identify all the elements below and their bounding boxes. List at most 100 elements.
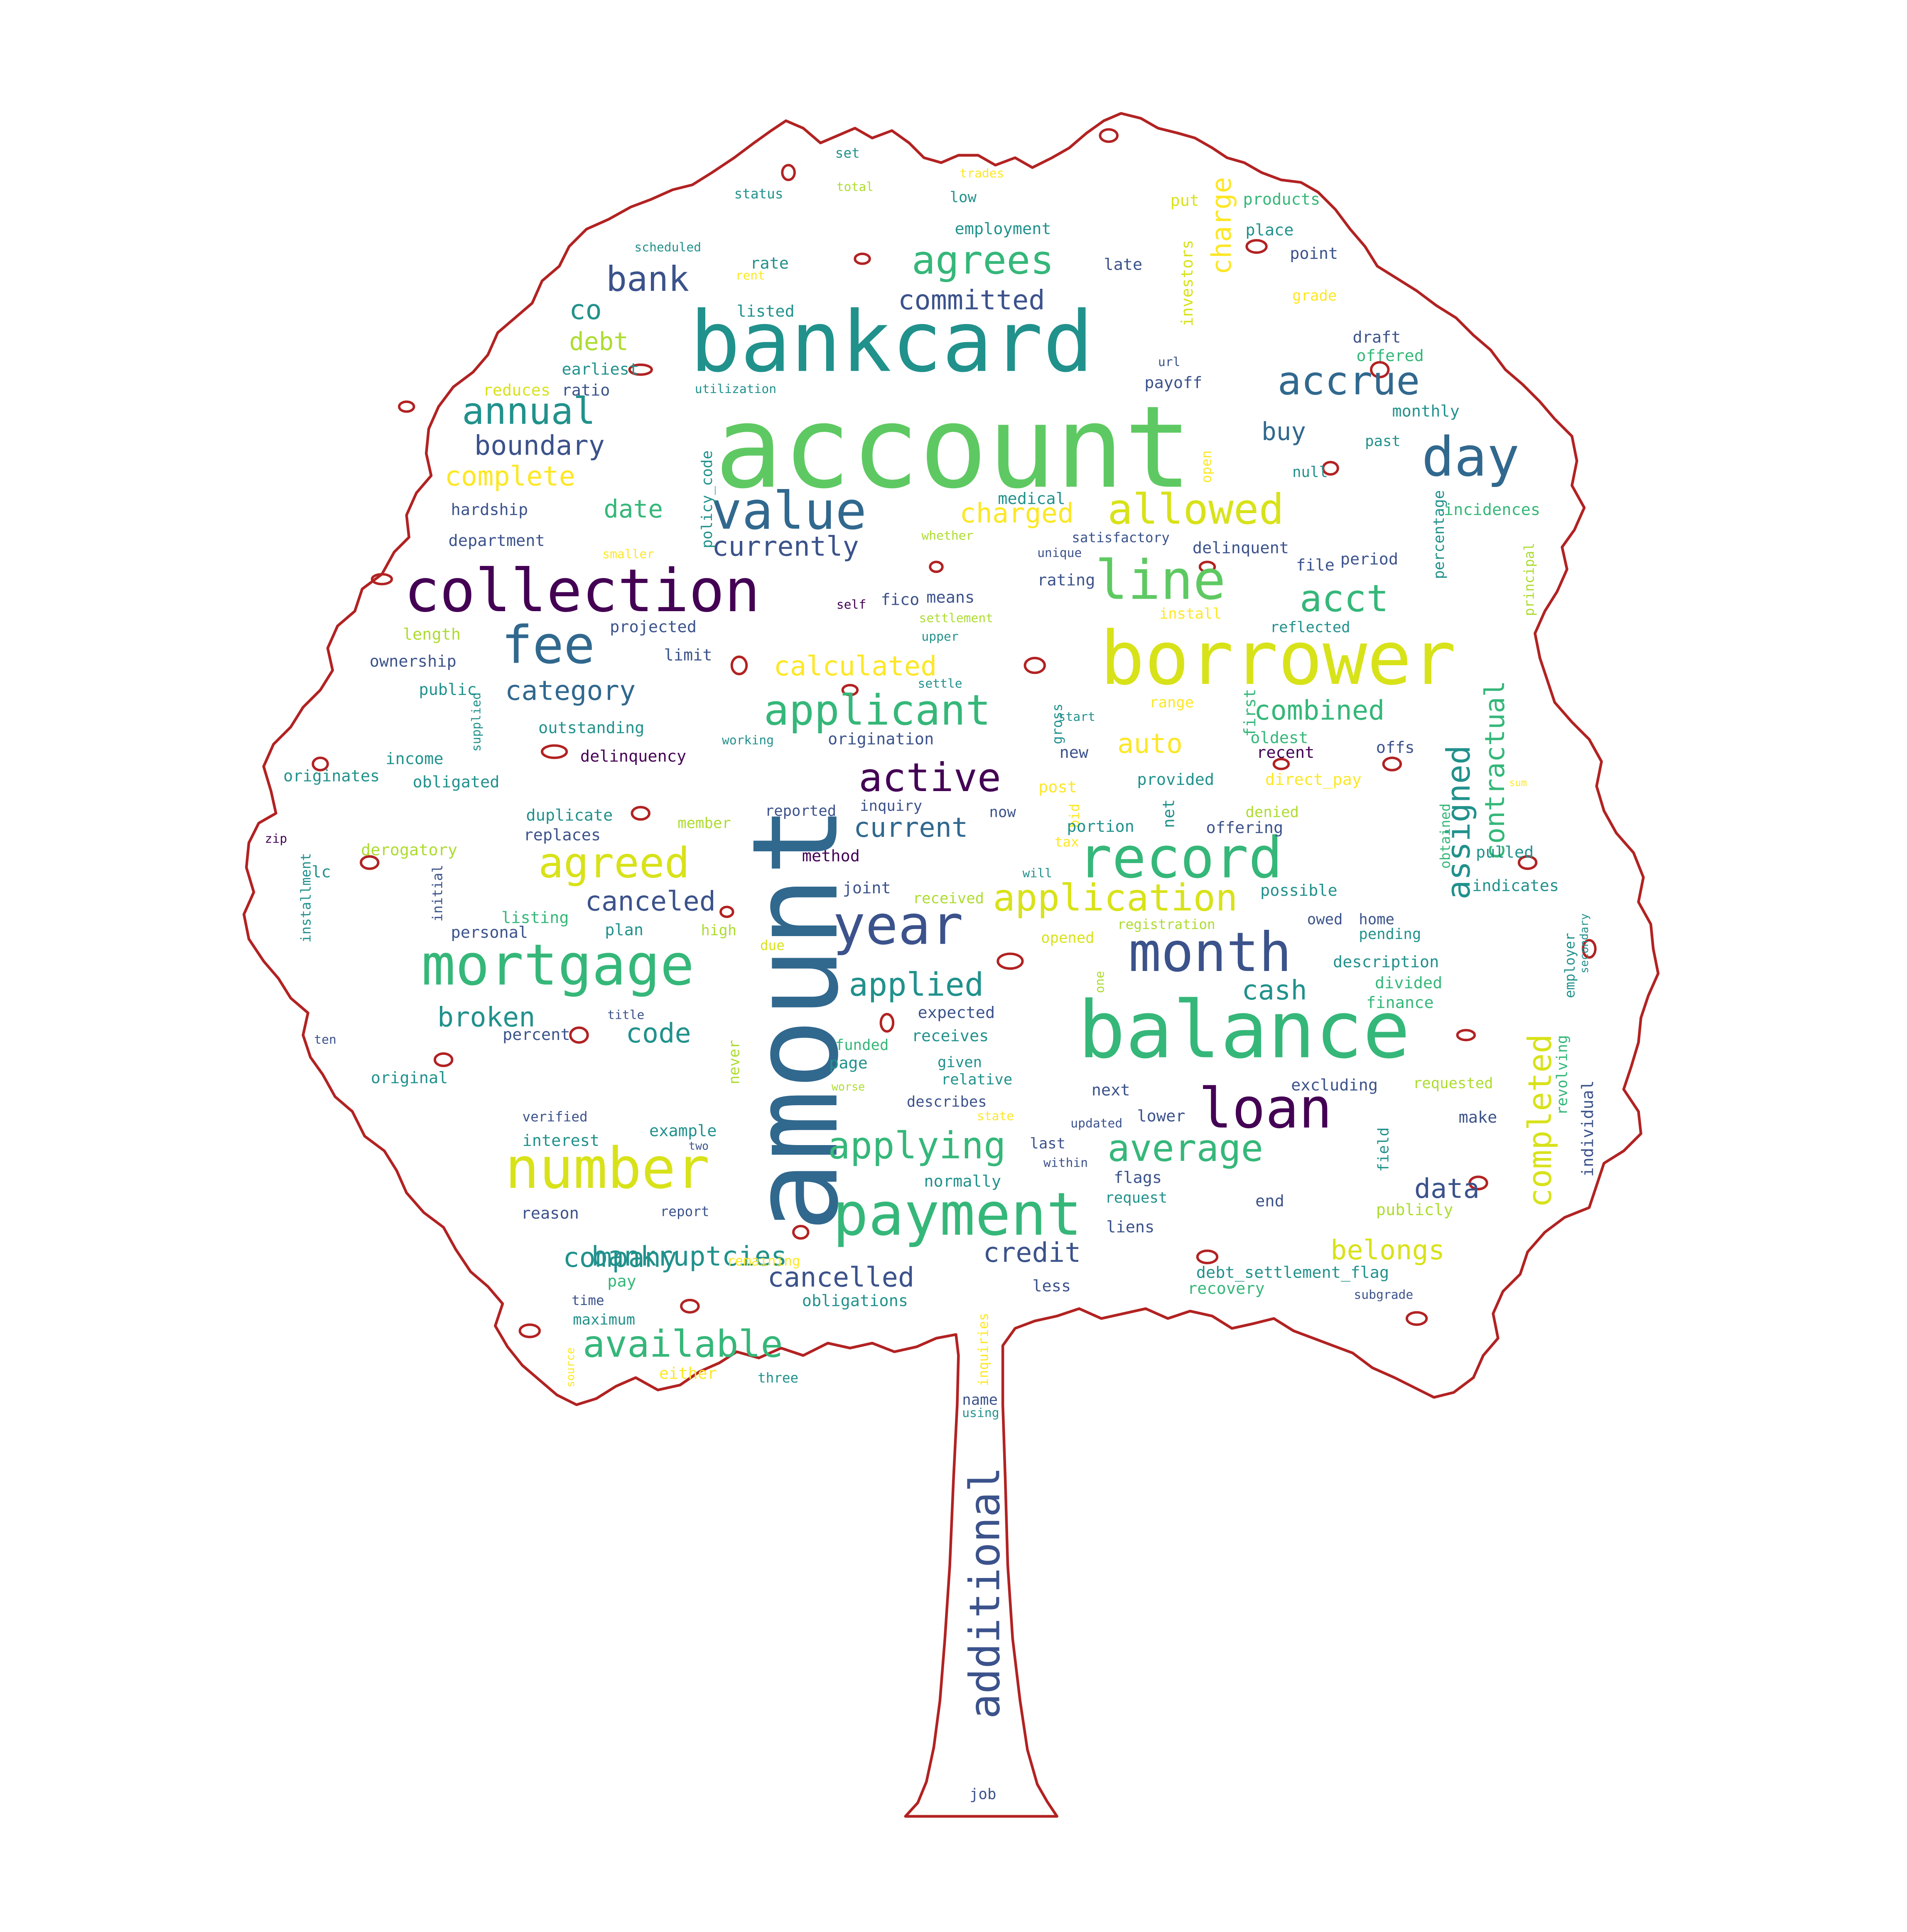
word: employment — [955, 220, 1051, 239]
word: available — [582, 1323, 783, 1367]
word: source — [565, 1347, 578, 1388]
word: opened — [1041, 929, 1095, 946]
silhouette-gap — [1370, 361, 1390, 379]
word: method — [802, 848, 860, 866]
word: value — [711, 480, 867, 541]
word: end — [1255, 1192, 1284, 1212]
word: field — [1374, 1127, 1392, 1172]
word: lower — [1137, 1108, 1185, 1126]
word: offs — [1376, 739, 1415, 758]
word: due — [760, 937, 785, 954]
word: line — [1095, 549, 1226, 613]
word: worse — [831, 1082, 865, 1094]
word: borrower — [1100, 616, 1456, 703]
word: bank — [606, 258, 690, 300]
word: rent — [735, 270, 766, 284]
silhouette-gap — [1582, 939, 1597, 959]
word: earliest — [562, 361, 639, 380]
word: direct_pay — [1265, 771, 1362, 790]
word: length — [403, 626, 461, 645]
word: offering — [1206, 819, 1284, 838]
word: month — [1128, 922, 1292, 985]
word: rating — [1037, 572, 1095, 590]
word: range — [1149, 693, 1194, 711]
word: joint — [842, 880, 891, 899]
word: incidences — [1443, 501, 1541, 520]
word: updated — [1070, 1117, 1123, 1131]
silhouette-gap — [371, 573, 393, 585]
silhouette-gap — [518, 1323, 541, 1338]
word: replaces — [523, 827, 601, 846]
word: contractual — [1480, 681, 1512, 860]
word: collection — [404, 557, 760, 626]
word: balance — [1078, 986, 1411, 1077]
silhouette-gap — [398, 400, 415, 413]
word: past — [1365, 432, 1401, 450]
word: one — [1094, 971, 1108, 993]
word: lc — [312, 864, 331, 882]
word: data — [1414, 1174, 1480, 1205]
word: utilization — [695, 383, 777, 397]
word: broken — [437, 1003, 535, 1034]
word: record — [1078, 824, 1283, 891]
word: new — [1059, 744, 1089, 763]
word: projected — [610, 618, 697, 637]
word: high — [701, 922, 737, 939]
silhouette-gap — [1196, 1249, 1219, 1264]
silhouette-gap — [1023, 656, 1046, 674]
word: reported — [765, 802, 837, 820]
word: agrees — [911, 236, 1054, 284]
word: divided — [1374, 974, 1443, 993]
word: complete — [444, 462, 575, 493]
word: pulled — [1476, 844, 1534, 863]
word: low — [950, 188, 977, 206]
word: debt_settlement_flag — [1196, 1264, 1389, 1283]
word: state — [977, 1110, 1014, 1124]
silhouette-gap — [312, 757, 329, 772]
word: late — [1104, 256, 1143, 275]
word: verified — [522, 1109, 588, 1125]
word: active — [859, 754, 1001, 801]
word: ten — [314, 1034, 336, 1047]
word: listed — [736, 303, 795, 322]
word: outstanding — [538, 720, 645, 738]
word: ownership — [369, 653, 457, 672]
word: derogatory — [361, 841, 458, 860]
word: committed — [898, 286, 1045, 317]
word: initial — [430, 864, 446, 922]
silhouette-gap — [996, 952, 1024, 970]
word: period — [1340, 551, 1399, 570]
silhouette-gap — [841, 684, 859, 696]
silhouette-gap — [1099, 128, 1119, 143]
word: agreed — [538, 839, 690, 889]
word: code — [626, 1019, 691, 1050]
word: obtained — [1438, 803, 1454, 869]
word: given — [937, 1053, 982, 1071]
word: pending — [1359, 925, 1421, 943]
word: day — [1421, 426, 1520, 489]
word: satisfactory — [1072, 530, 1170, 546]
word: upper — [921, 631, 959, 645]
word: auto — [1117, 729, 1183, 760]
word: remaining — [726, 1253, 800, 1269]
word: post — [1038, 779, 1077, 797]
word: revolving — [1553, 1035, 1571, 1116]
word: originates — [283, 767, 380, 787]
word: additional — [961, 1467, 1010, 1719]
word: finance — [1366, 994, 1434, 1013]
silhouette-gap — [1322, 461, 1339, 476]
word: member — [677, 814, 731, 832]
word: supplied — [470, 692, 484, 752]
word: employer — [1562, 933, 1578, 998]
word: charge — [1207, 177, 1238, 275]
word: inquiries — [975, 1313, 992, 1386]
word: zip — [265, 833, 287, 847]
word: buy — [1261, 416, 1306, 446]
silhouette-gap — [929, 560, 944, 573]
word: offered — [1356, 347, 1424, 366]
word: smaller — [602, 548, 655, 562]
silhouette-gaps — [312, 128, 1597, 1338]
word: net — [1160, 799, 1179, 828]
word: example — [649, 1122, 717, 1141]
